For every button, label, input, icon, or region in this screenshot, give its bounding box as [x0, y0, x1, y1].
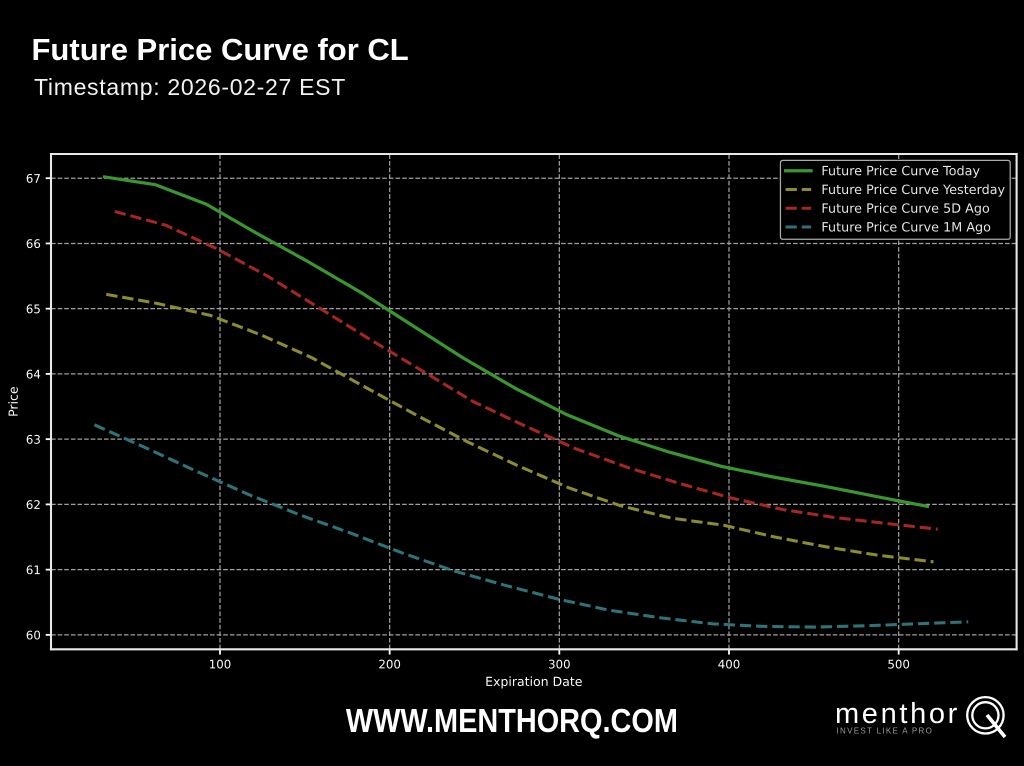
- svg-text:INVEST LIKE A PRO: INVEST LIKE A PRO: [837, 727, 934, 736]
- svg-text:menthor: menthor: [836, 698, 960, 730]
